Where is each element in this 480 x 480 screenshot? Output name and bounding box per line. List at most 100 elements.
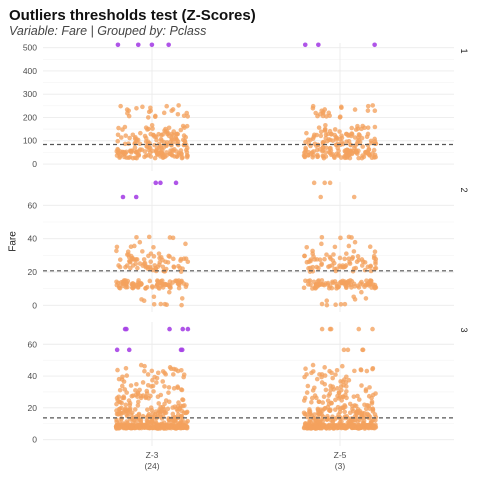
data-point [355, 419, 360, 424]
data-point [304, 390, 310, 395]
data-point [154, 380, 159, 385]
data-point [344, 139, 349, 144]
data-point [121, 379, 127, 384]
data-point [362, 411, 367, 416]
data-point [313, 422, 319, 428]
data-point [347, 419, 352, 424]
data-point [151, 254, 157, 259]
data-point [114, 244, 120, 250]
data-point [307, 418, 313, 424]
data-point [339, 280, 345, 285]
facet-label: 1 [459, 48, 469, 53]
outlier-point [167, 326, 172, 332]
data-point [121, 278, 127, 283]
data-point [169, 153, 175, 158]
data-point [359, 263, 365, 268]
data-point [369, 399, 375, 405]
data-point [330, 420, 335, 425]
data-point [362, 260, 368, 265]
data-point [115, 132, 121, 138]
data-point [326, 393, 331, 398]
data-point [342, 404, 348, 409]
data-point [372, 412, 378, 417]
x-tick-count-label: (3) [335, 461, 346, 471]
data-point [158, 301, 164, 307]
data-point [142, 149, 148, 154]
data-point [303, 147, 309, 152]
data-point [371, 253, 377, 259]
data-point [335, 141, 341, 147]
data-point [303, 139, 308, 145]
data-point [145, 420, 150, 425]
data-point [351, 194, 357, 200]
data-point [163, 410, 169, 416]
data-point [319, 301, 325, 307]
data-point [310, 369, 316, 374]
outlier-point [158, 180, 163, 186]
data-point [145, 115, 151, 120]
data-point [304, 244, 310, 250]
data-point [368, 268, 374, 274]
data-point [310, 286, 315, 291]
data-point [180, 397, 185, 402]
data-point [140, 393, 146, 398]
data-point [316, 411, 322, 417]
data-point [323, 150, 328, 155]
data-point [128, 383, 134, 388]
outlier-point [166, 42, 171, 48]
data-point [115, 367, 120, 373]
data-point [323, 135, 329, 141]
data-point [330, 279, 335, 285]
data-point [308, 258, 313, 264]
data-point [120, 283, 126, 289]
data-point [320, 423, 326, 429]
data-point [141, 257, 147, 262]
data-point [127, 406, 133, 411]
data-point [122, 425, 127, 430]
data-point [316, 265, 321, 271]
data-point [140, 249, 145, 254]
data-point [333, 423, 339, 428]
data-point [346, 422, 351, 428]
data-point [116, 125, 121, 131]
data-point [145, 382, 151, 388]
data-point [124, 390, 129, 395]
data-point [168, 285, 173, 291]
data-point [324, 298, 330, 303]
data-point [319, 108, 324, 114]
data-point [121, 395, 127, 401]
data-point [120, 374, 125, 380]
data-point [341, 347, 347, 353]
outlier-point [316, 42, 321, 48]
data-point [174, 132, 179, 137]
data-point [322, 180, 327, 186]
data-point [338, 114, 343, 120]
data-point [336, 390, 342, 395]
data-point [125, 410, 130, 416]
data-point [319, 241, 324, 247]
data-point [327, 180, 333, 186]
data-point [149, 407, 155, 413]
data-point [126, 108, 131, 113]
outlier-point [372, 42, 377, 48]
data-point [319, 278, 325, 283]
data-point [326, 264, 331, 270]
data-point [151, 424, 156, 430]
y-tick-label: 100 [23, 136, 37, 146]
data-point [345, 347, 351, 353]
outlier-point [180, 326, 186, 332]
data-point [324, 252, 329, 257]
data-point [334, 283, 340, 289]
data-point [171, 386, 177, 391]
data-point [321, 394, 327, 400]
data-point [166, 390, 171, 395]
data-point [123, 133, 129, 138]
data-point [365, 425, 371, 430]
data-point [146, 147, 151, 153]
data-point [181, 372, 187, 377]
data-point [176, 152, 182, 158]
data-point [151, 244, 156, 250]
data-point [342, 409, 348, 415]
data-point [303, 423, 309, 428]
